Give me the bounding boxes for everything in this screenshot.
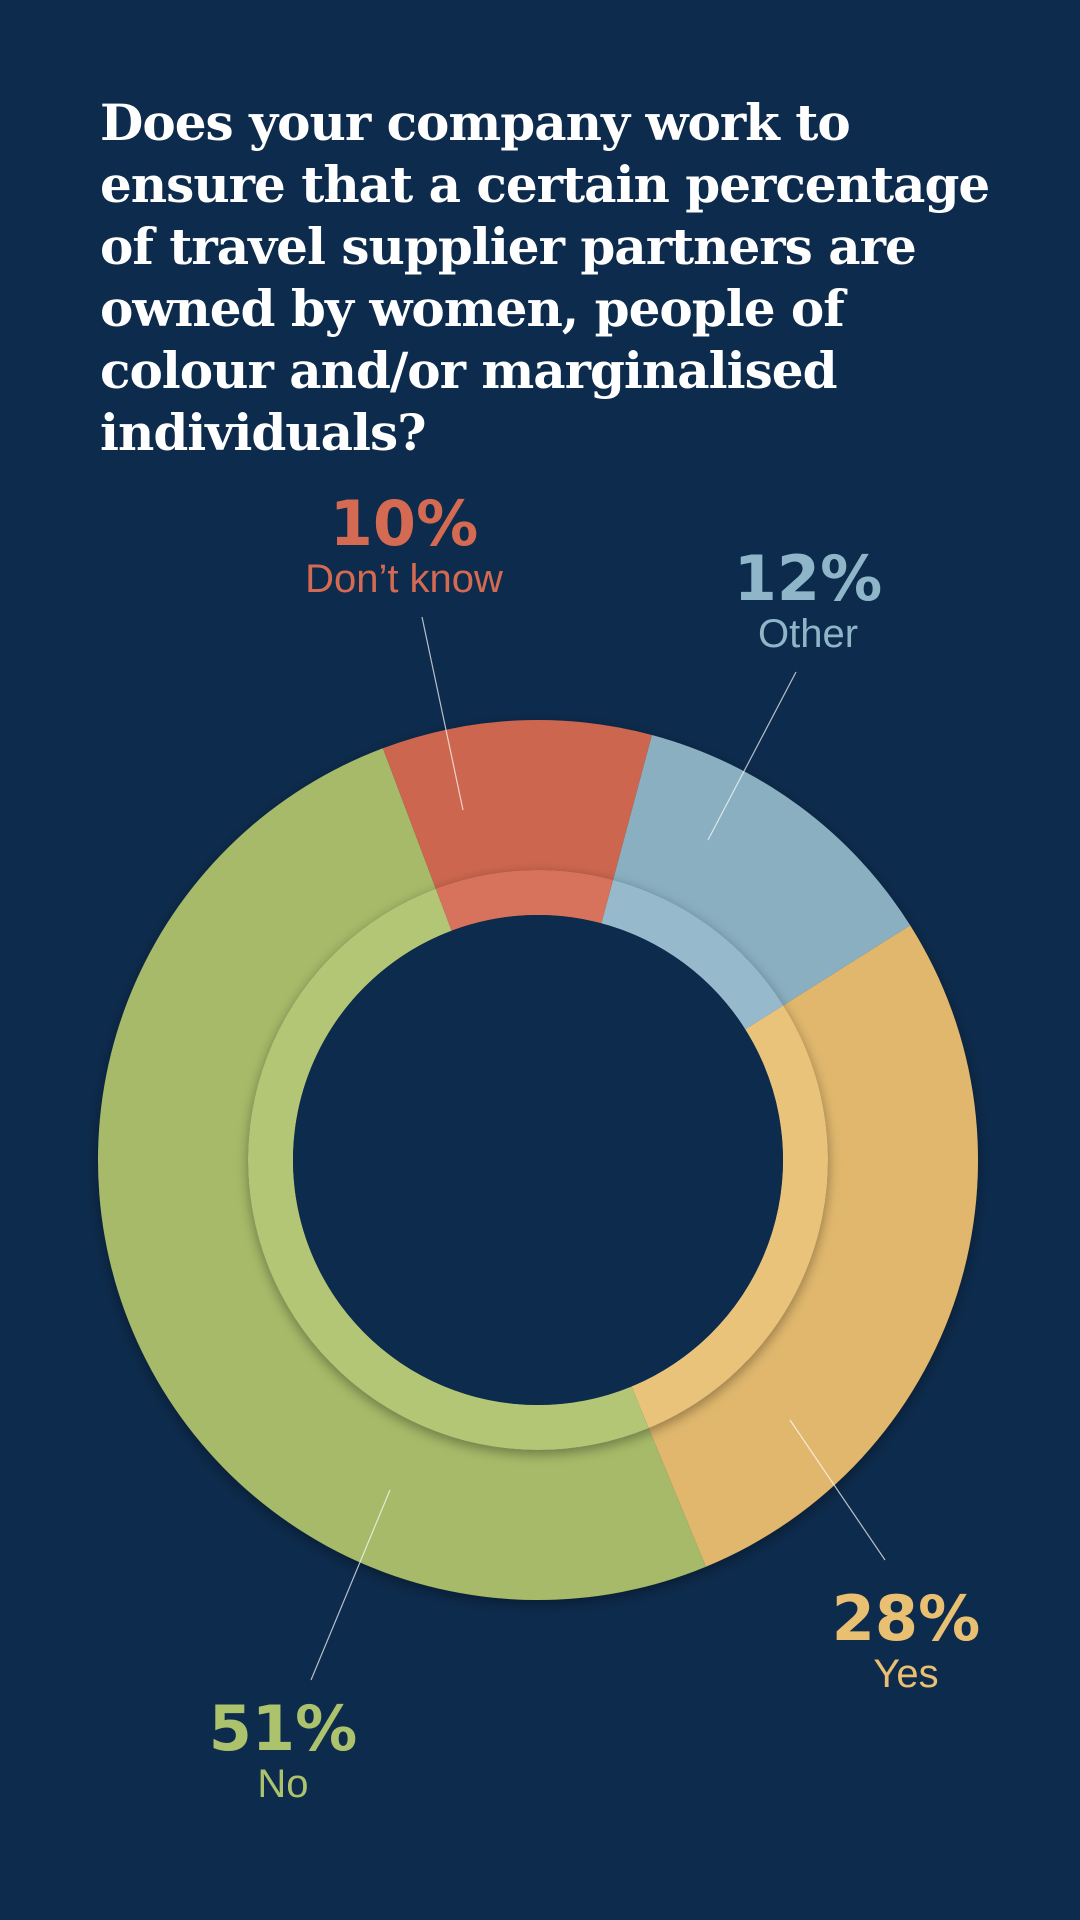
data-label-category-yes: Yes [873,1652,938,1696]
leader-line-don-t-know [421,616,464,811]
slice-outer-yes [648,925,978,1567]
leader-line-other [707,671,797,841]
leader-line-yes [789,1419,886,1561]
slice-inner-other [601,879,784,1030]
chart-title: Does your company work to ensure that a … [100,93,990,462]
inner-ring [248,870,828,1450]
leader-lines [310,616,886,1681]
slice-inner-don-t-know [435,870,614,931]
data-label-value-don-t-know: 10% [330,487,478,560]
data-label-category-no: No [257,1762,308,1806]
leader-line-no [310,1489,391,1681]
data-label-category-other: Other [758,612,858,656]
slice-outer-no [97,748,706,1601]
data-label-value-yes: 28% [832,1582,980,1655]
data-labels: 12%Other 28%Yes 51%No 10%Don’t know [209,487,980,1806]
slice-inner-yes [631,1005,828,1429]
data-label-category-don-t-know: Don’t know [305,557,503,601]
donut-hole [293,915,783,1405]
outer-ring [97,720,978,1601]
slice-outer-don-t-know [382,720,652,889]
slice-outer-other [613,734,911,1006]
data-label-value-other: 12% [734,542,882,615]
data-label-value-no: 51% [209,1692,357,1765]
